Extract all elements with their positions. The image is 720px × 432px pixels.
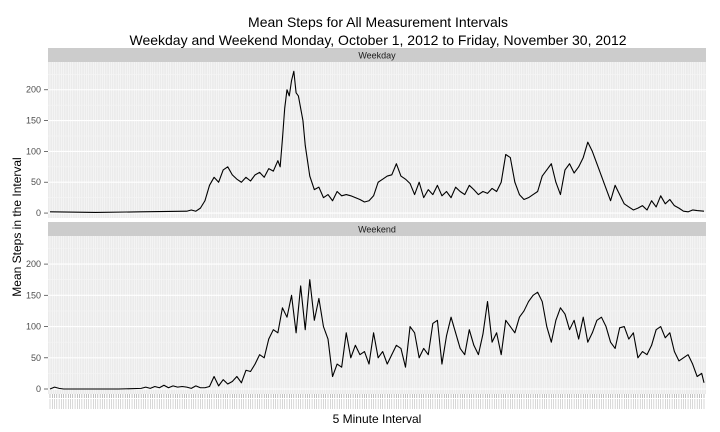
weekday-series-line bbox=[49, 70, 705, 213]
strip-label-weekday: Weekday bbox=[358, 51, 396, 61]
plot-area-weekday bbox=[48, 62, 706, 218]
plot-area-weekend bbox=[48, 236, 706, 394]
y-axis-weekend: 0 50 100 150 200 bbox=[26, 259, 48, 394]
y-tick-label: 0 bbox=[36, 208, 41, 218]
chart-subtitle: Weekday and Weekend Monday, October 1, 2… bbox=[129, 32, 626, 48]
panel-weekend: Weekend 0 50 100 150 200 bbox=[26, 222, 706, 394]
weekend-series-line bbox=[49, 279, 705, 390]
y-tick-label: 150 bbox=[26, 116, 41, 126]
y-tick-label: 50 bbox=[31, 353, 41, 363]
y-axis-title: Mean Steps in the Interval bbox=[10, 157, 24, 296]
y-tick-label: 100 bbox=[26, 322, 41, 332]
strip-weekend bbox=[48, 222, 706, 236]
grid-weekday bbox=[48, 62, 706, 218]
y-tick-label: 100 bbox=[26, 146, 41, 156]
y-tick-label: 150 bbox=[26, 290, 41, 300]
y-axis-weekday: 0 50 100 150 200 bbox=[26, 85, 48, 218]
y-tick-label: 0 bbox=[36, 384, 41, 394]
y-tick-label: 50 bbox=[31, 177, 41, 187]
chart-title: Mean Steps for All Measurement Intervals bbox=[248, 14, 508, 30]
strip-weekday bbox=[48, 48, 706, 62]
y-tick-label: 200 bbox=[26, 85, 41, 95]
y-tick-label: 200 bbox=[26, 259, 41, 269]
x-axis-ticks bbox=[49, 394, 705, 409]
strip-label-weekend: Weekend bbox=[358, 225, 396, 235]
x-axis-title: 5 Minute Interval bbox=[333, 412, 422, 426]
panel-weekday: Weekday 0 50 100 150 200 bbox=[26, 48, 706, 218]
